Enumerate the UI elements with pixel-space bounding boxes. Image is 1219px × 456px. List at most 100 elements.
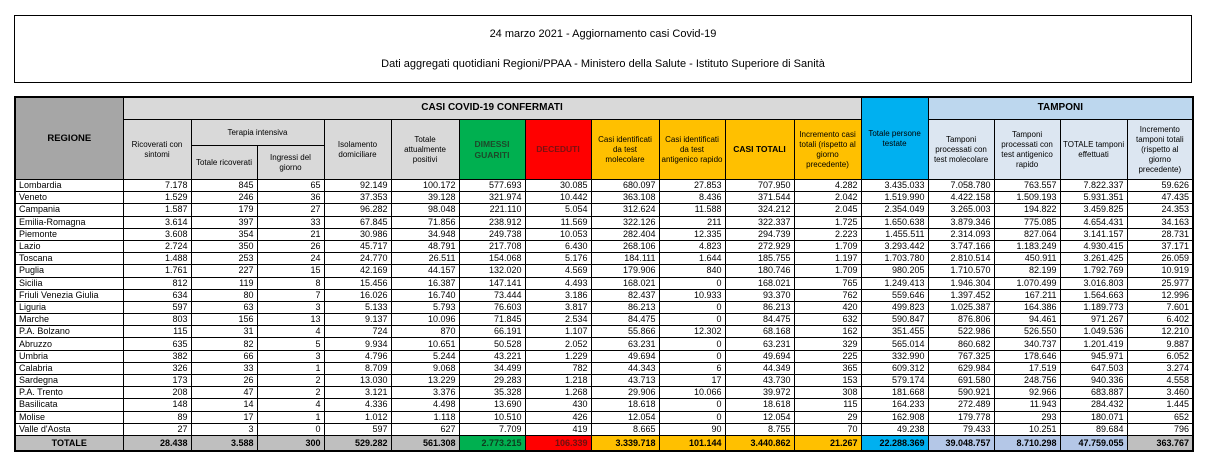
cell-tamponi-molecolare: 272.489: [927, 398, 995, 412]
region-rows: Lombardia 7.178 845 65 92.149 100.172 57…: [14, 178, 1194, 436]
cell-deceduti: 1.218: [524, 373, 592, 388]
cell-ingressi-giorno: 13: [256, 313, 325, 327]
cell-casi-antigenico: 211: [658, 215, 726, 229]
cell-totale-tamponi: 1.201.419: [1059, 337, 1128, 351]
cell-tamponi-antigenico: 194.822: [993, 203, 1061, 217]
cell-tamponi-molecolare: 1.397.452: [927, 288, 995, 302]
cell-casi-antigenico: 840: [658, 264, 726, 278]
cell-casi-totali: 180.746: [724, 264, 795, 278]
cell-isolamento: 37.353: [323, 191, 392, 205]
total-incremento-tamponi: 363.767: [1126, 434, 1194, 452]
col-header-tamponi-antigenico: Tamponi processati con test antigenico r…: [993, 119, 1061, 180]
cell-tamponi-molecolare: 3.265.003: [927, 203, 995, 217]
cell-persone-testate: 1.519.990: [860, 191, 929, 205]
cell-persone-testate: 590.847: [860, 313, 929, 327]
cell-casi-totali: 168.021: [724, 276, 795, 290]
cell-casi-antigenico: 0: [658, 300, 726, 315]
cell-isolamento: 45.717: [323, 239, 392, 254]
table-row: Umbria 382 66 3 4.796 5.244 43.221 1.229…: [14, 349, 1194, 363]
cell-persone-testate: 162.908: [860, 410, 929, 424]
col-header-regione: REGIONE: [14, 96, 124, 180]
cell-attualmente-positivi: 5.793: [390, 300, 460, 315]
group-header-tamponi: TAMPONI: [927, 96, 1194, 120]
report-subtitle: Dati aggregati quotidiani Regioni/PPAA -…: [381, 58, 825, 70]
cell-tamponi-molecolare: 860.682: [927, 337, 995, 351]
cell-isolamento: 24.770: [323, 252, 392, 266]
cell-tamponi-molecolare: 7.058.780: [927, 178, 995, 193]
cell-totale-ricoverati: 3: [190, 422, 258, 436]
cell-isolamento: 5.133: [323, 300, 392, 315]
cell-ingressi-giorno: 4: [256, 398, 325, 412]
cell-totale-ricoverati: 80: [190, 288, 258, 302]
cell-ricoverati-sintomi: 27: [122, 422, 192, 436]
cell-totale-ricoverati: 31: [190, 325, 258, 339]
cell-dimessi-guariti: 249.738: [458, 227, 526, 241]
cell-totale-tamponi: 3.016.803: [1059, 276, 1128, 290]
cell-tamponi-antigenico: 1.509.193: [993, 191, 1061, 205]
cell-tamponi-molecolare: 629.984: [927, 361, 995, 376]
cell-dimessi-guariti: 132.020: [458, 264, 526, 278]
cell-deceduti: 2.534: [524, 313, 592, 327]
cell-tamponi-antigenico: 92.966: [993, 386, 1061, 400]
cell-tamponi-molecolare: 3.747.166: [927, 239, 995, 254]
cell-casi-antigenico: 0: [658, 313, 726, 327]
cell-ricoverati-sintomi: 382: [122, 349, 192, 363]
cell-persone-testate: 579.174: [860, 373, 929, 388]
total-attualmente-positivi: 561.308: [390, 434, 460, 452]
cell-casi-antigenico: 12.302: [658, 325, 726, 339]
cell-tamponi-molecolare: 4.422.158: [927, 191, 995, 205]
cell-persone-testate: 565.014: [860, 337, 929, 351]
region-name-cell: Campania: [14, 203, 124, 217]
cell-persone-testate: 332.990: [860, 349, 929, 363]
cell-casi-molecolare: 49.694: [590, 349, 660, 363]
col-header-attualmente-positivi: Totale attualmente positivi: [390, 119, 460, 180]
cell-incremento-casi: 765: [793, 276, 862, 290]
region-name-cell: Lombardia: [14, 178, 124, 193]
cell-dimessi-guariti: 154.068: [458, 252, 526, 266]
cell-incremento-tamponi: 652: [1126, 410, 1194, 424]
cell-deceduti: 430: [524, 398, 592, 412]
total-deceduti: 106.339: [524, 434, 592, 452]
cell-totale-ricoverati: 47: [190, 386, 258, 400]
cell-tamponi-molecolare: 590.921: [927, 386, 995, 400]
cell-incremento-casi: 1.709: [793, 239, 862, 254]
cell-totale-tamponi: 1.792.769: [1059, 264, 1128, 278]
cell-attualmente-positivi: 26.511: [390, 252, 460, 266]
cell-casi-totali: 707.950: [724, 178, 795, 193]
region-name-cell: Puglia: [14, 264, 124, 278]
cell-casi-totali: 371.544: [724, 191, 795, 205]
cell-incremento-casi: 1.725: [793, 215, 862, 229]
cell-totale-tamponi: 647.503: [1059, 361, 1128, 376]
cell-attualmente-positivi: 5.244: [390, 349, 460, 363]
cell-tamponi-molecolare: 1.946.304: [927, 276, 995, 290]
cell-persone-testate: 499.823: [860, 300, 929, 315]
table-row: Liguria 597 63 3 5.133 5.793 76.603 3.81…: [14, 300, 1194, 315]
cell-ricoverati-sintomi: 89: [122, 410, 192, 424]
total-persone-testate: 22.288.369: [860, 434, 929, 452]
region-name-cell: Sicilia: [14, 276, 124, 290]
cell-persone-testate: 181.668: [860, 386, 929, 400]
cell-persone-testate: 3.293.442: [860, 239, 929, 254]
cell-persone-testate: 1.650.638: [860, 215, 929, 229]
cell-isolamento: 96.282: [323, 203, 392, 217]
cell-dimessi-guariti: 66.191: [458, 325, 526, 339]
cell-tamponi-antigenico: 164.386: [993, 300, 1061, 315]
cell-casi-molecolare: 363.108: [590, 191, 660, 205]
table-row: Calabria 326 33 1 8.709 9.068 34.499 782…: [14, 361, 1194, 376]
cell-incremento-casi: 4.282: [793, 178, 862, 193]
cell-incremento-casi: 2.223: [793, 227, 862, 241]
cell-attualmente-positivi: 98.048: [390, 203, 460, 217]
cell-tamponi-antigenico: 775.085: [993, 215, 1061, 229]
table-row: Friuli Venezia Giulia 634 80 7 16.026 16…: [14, 288, 1194, 302]
cell-dimessi-guariti: 221.110: [458, 203, 526, 217]
total-ricoverati-sintomi: 28.438: [122, 434, 192, 452]
cell-deceduti: 3.186: [524, 288, 592, 302]
cell-persone-testate: 49.238: [860, 422, 929, 436]
cell-casi-molecolare: 8.665: [590, 422, 660, 436]
cell-incremento-casi: 29: [793, 410, 862, 424]
cell-totale-ricoverati: 82: [190, 337, 258, 351]
cell-ricoverati-sintomi: 1.488: [122, 252, 192, 266]
cell-tamponi-antigenico: 178.646: [993, 349, 1061, 363]
cell-ricoverati-sintomi: 812: [122, 276, 192, 290]
cell-incremento-tamponi: 796: [1126, 422, 1194, 436]
